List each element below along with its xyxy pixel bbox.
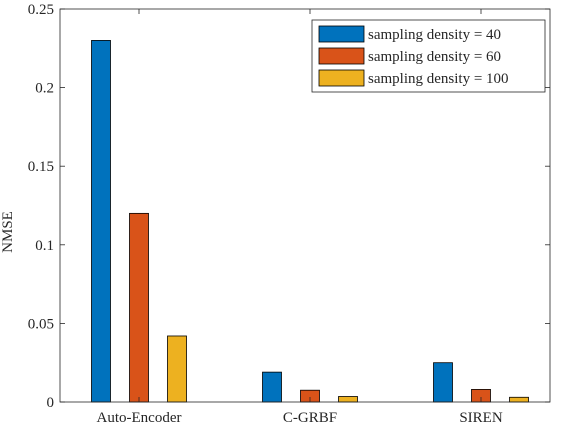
bar bbox=[433, 362, 453, 403]
legend-swatch bbox=[318, 69, 365, 87]
x-tick-label: SIREN bbox=[459, 410, 503, 424]
legend-label: sampling density = 100 bbox=[368, 71, 509, 87]
legend-label: sampling density = 60 bbox=[368, 49, 501, 65]
axes-group: 0 0.05 0.1 0.15 0.2 0.25 Auto-Encoder C-GRBF SIR… bbox=[28, 2, 551, 426]
legend: sampling density = 40 sampling density = … bbox=[311, 19, 546, 93]
bar bbox=[338, 396, 358, 403]
y-tick-label: 0.2 bbox=[35, 81, 54, 97]
x-tick-label: Auto-Encoder bbox=[97, 410, 182, 424]
bar bbox=[262, 371, 282, 403]
bar bbox=[91, 40, 111, 403]
axes-box bbox=[59, 8, 551, 403]
y-tick-label: 0.05 bbox=[28, 316, 54, 332]
y-tick-label: 0.1 bbox=[35, 238, 54, 254]
y-axis-label: NMSE bbox=[0, 211, 16, 253]
y-tick-label: 0.25 bbox=[28, 2, 54, 18]
legend-swatch bbox=[318, 47, 365, 65]
x-tick-label: C-GRBF bbox=[283, 410, 337, 424]
bar bbox=[129, 212, 149, 403]
legend-swatch bbox=[318, 25, 365, 43]
legend-label: sampling density = 40 bbox=[368, 27, 501, 43]
bar bbox=[509, 396, 529, 403]
y-tick-label: 0 bbox=[47, 395, 55, 411]
bars-group bbox=[91, 40, 529, 403]
bar bbox=[167, 335, 187, 403]
y-tick-label: 0.15 bbox=[28, 159, 54, 175]
